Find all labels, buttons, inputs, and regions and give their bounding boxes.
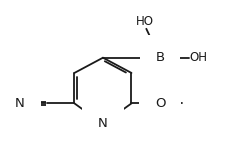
Text: OH: OH — [190, 51, 208, 64]
Text: N: N — [98, 117, 108, 130]
Text: N: N — [15, 97, 25, 110]
Text: B: B — [155, 51, 164, 64]
Text: HO: HO — [136, 15, 154, 28]
Text: O: O — [155, 97, 165, 110]
